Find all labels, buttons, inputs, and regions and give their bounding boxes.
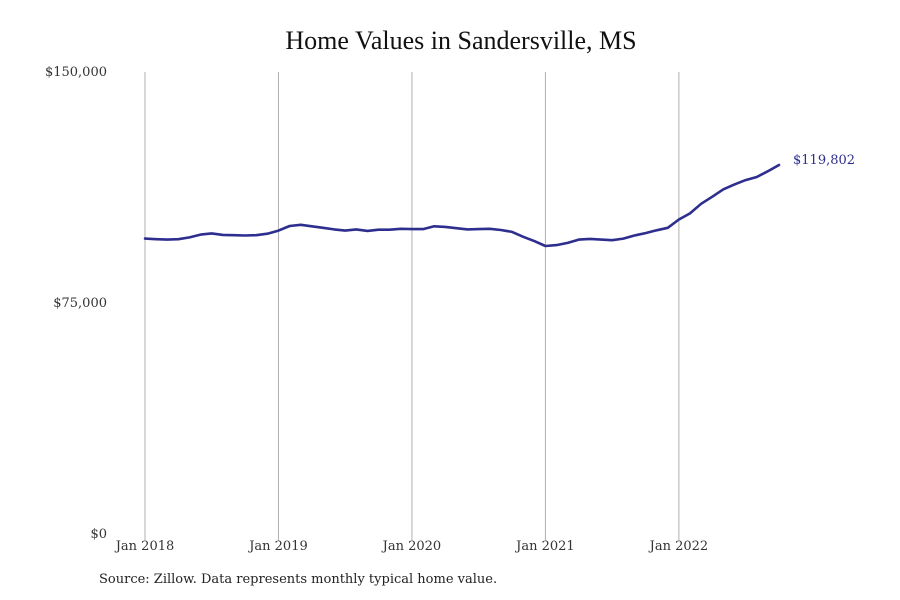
home-value-line	[143, 163, 781, 248]
y-tick-label: $75,000	[53, 296, 107, 311]
x-tick-label: Jan 2018	[114, 539, 175, 554]
x-axis-ticks: Jan 2018 Jan 2019 Jan 2020 Jan 2021 Jan 2022	[114, 539, 708, 554]
x-tick-label: Jan 2020	[381, 539, 442, 554]
y-tick-label: $150,000	[45, 65, 107, 80]
y-axis-ticks: $0 $75,000 $150,000	[45, 65, 107, 542]
grid-layer	[144, 72, 680, 540]
source-note: Source: Zillow. Data represents monthly …	[99, 572, 498, 587]
y-tick-label: $0	[90, 527, 107, 542]
x-tick-label: Jan 2019	[247, 539, 308, 554]
end-value-label: $119,802	[793, 153, 855, 168]
chart-title: Home Values in Sandersville, MS	[285, 26, 637, 55]
series-layer	[143, 163, 781, 248]
x-tick-label: Jan 2021	[514, 539, 575, 554]
x-tick-label: Jan 2022	[648, 539, 709, 554]
label-layer: $119,802	[793, 153, 855, 168]
